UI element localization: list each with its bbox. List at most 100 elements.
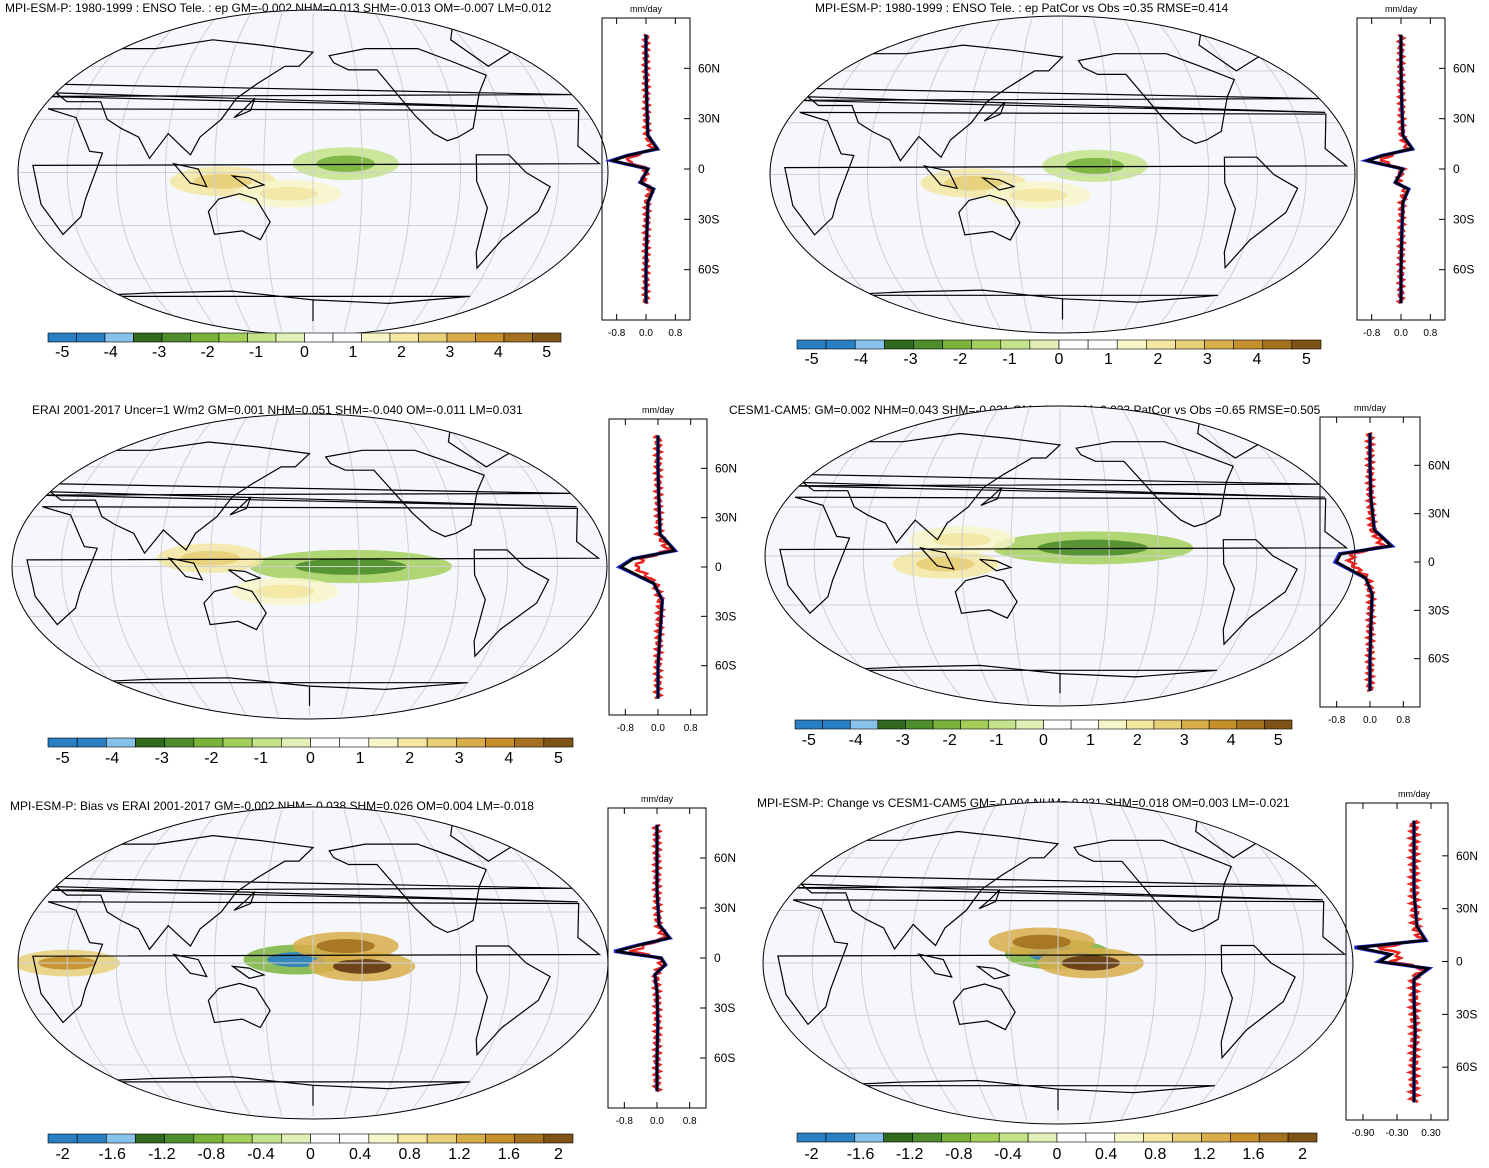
colorbar-label: 0.4 bbox=[1095, 1146, 1117, 1163]
coastline bbox=[952, 983, 1016, 1031]
map-field bbox=[18, 809, 608, 1117]
colorbar-box bbox=[877, 719, 906, 730]
colorbar-box bbox=[1043, 719, 1072, 730]
lat-label: 30N bbox=[1428, 507, 1450, 521]
colorbar-box bbox=[960, 719, 989, 730]
coastline bbox=[328, 48, 487, 142]
coastline bbox=[475, 154, 551, 270]
colorbar-box bbox=[1262, 339, 1293, 350]
colorbar-box bbox=[446, 332, 476, 343]
zonal-line-red bbox=[634, 434, 673, 700]
colorbar-box bbox=[1116, 339, 1147, 350]
colorbar-label: -2 bbox=[953, 351, 967, 368]
coastline bbox=[475, 945, 551, 1057]
coastline bbox=[207, 982, 271, 1029]
map-border bbox=[11, 413, 608, 720]
zonal-unit-label: mm/day bbox=[641, 794, 674, 804]
colorbar-label: -2 bbox=[943, 732, 957, 749]
colorbar-box bbox=[76, 737, 107, 748]
lat-label: 60N bbox=[1453, 61, 1475, 75]
colorbar-box bbox=[247, 332, 277, 343]
colorbar-box bbox=[1098, 719, 1127, 730]
colorbar-box bbox=[361, 332, 391, 343]
colorbar-box bbox=[133, 332, 163, 343]
coastline bbox=[828, 289, 1219, 320]
colorbar-label: -1 bbox=[1002, 351, 1016, 368]
lat-label: 60S bbox=[1456, 1060, 1477, 1074]
anomaly-core bbox=[316, 155, 375, 172]
zonal-tick-label: 0.0 bbox=[639, 328, 653, 339]
coastline bbox=[207, 193, 271, 241]
colorbar-box bbox=[104, 332, 134, 343]
zonal-line-black bbox=[1363, 34, 1415, 304]
colorbar: -2 -1.6 -1.2 -0.8 -0.4 0 0.4 0.8 1.2 1.6 2 bbox=[47, 1133, 574, 1163]
colorbar-box bbox=[1126, 719, 1155, 730]
coastline bbox=[233, 97, 256, 119]
colorbar-label: 0 bbox=[306, 750, 315, 767]
anomaly-core bbox=[916, 556, 975, 572]
colorbar-box bbox=[514, 737, 545, 748]
coastline bbox=[473, 549, 550, 658]
lat-label: 30S bbox=[1456, 1007, 1477, 1021]
colorbar-box bbox=[1208, 719, 1238, 730]
colorbar-box bbox=[825, 339, 856, 350]
zonal-mean-plot: mm/day -0.8 0.0 0.8 60N 30N 0 30S 60S bbox=[601, 4, 720, 339]
colorbar-label: -2 bbox=[204, 750, 218, 767]
colorbar-box bbox=[932, 719, 961, 730]
colorbar-box bbox=[532, 332, 562, 343]
colorbar: -5 -4 -3 -2 -1 0 1 2 3 4 5 bbox=[794, 719, 1293, 749]
colorbar-box bbox=[368, 1133, 399, 1144]
colorbar-box bbox=[47, 737, 78, 748]
panel-title: MPI-ESM-P: 1980-1999 : ENSO Tele. : ep P… bbox=[815, 1, 1229, 15]
zonal-mean-plot: mm/day -0.8 0.0 0.8 60N 30N 0 30S 60S bbox=[1356, 4, 1475, 339]
coastline bbox=[203, 585, 267, 631]
colorbar-box bbox=[332, 332, 362, 343]
anomaly-core bbox=[255, 584, 315, 599]
coastline bbox=[919, 546, 955, 570]
colorbar-label: -0.4 bbox=[247, 1146, 275, 1163]
zonal-tick-label: -0.8 bbox=[616, 1116, 634, 1127]
colorbar-box bbox=[822, 719, 851, 730]
colorbar-box bbox=[218, 332, 248, 343]
colorbar-label: 1.6 bbox=[498, 1146, 520, 1163]
zonal-line-blue bbox=[604, 34, 661, 304]
panel-3: ERAI 2001-2017 Uncer=1 W/m2 GM=0.001 NHM… bbox=[0, 389, 745, 778]
colorbar-box bbox=[884, 339, 914, 350]
colorbar-box bbox=[193, 737, 224, 748]
colorbar-box bbox=[796, 1132, 827, 1143]
colorbar-box bbox=[47, 332, 77, 343]
colorbar-label: -1.6 bbox=[847, 1146, 875, 1163]
lat-label: 60N bbox=[715, 461, 737, 475]
anomaly-core bbox=[193, 173, 253, 189]
coastline bbox=[983, 101, 1006, 122]
colorbar-label: -1 bbox=[254, 750, 268, 767]
map-field bbox=[763, 804, 1353, 1122]
zonal-frame bbox=[1345, 802, 1449, 1121]
zonal-tick-label: 0.0 bbox=[1363, 715, 1377, 726]
colorbar-label: 5 bbox=[542, 344, 551, 361]
colorbar-label: -1.2 bbox=[148, 1146, 176, 1163]
colorbar-label: 1.2 bbox=[1193, 1146, 1215, 1163]
colorbar-label: 0 bbox=[306, 1146, 315, 1163]
zonal-tick-label: -0.8 bbox=[1328, 715, 1346, 726]
colorbar-label: 2 bbox=[397, 344, 406, 361]
colorbar-label: -1.2 bbox=[896, 1146, 924, 1163]
colorbar-box bbox=[514, 1133, 545, 1144]
colorbar-label: 5 bbox=[1302, 351, 1311, 368]
colorbar-label: -5 bbox=[802, 732, 816, 749]
anomaly-core bbox=[1066, 157, 1124, 174]
coastline bbox=[26, 506, 601, 626]
lat-label: 60S bbox=[715, 659, 736, 673]
coastline bbox=[1075, 441, 1235, 528]
colorbar-label: -2 bbox=[200, 344, 214, 361]
colorbar-box bbox=[281, 1133, 311, 1144]
anomaly-core bbox=[1012, 934, 1071, 950]
colorbar-box bbox=[1230, 1132, 1260, 1143]
robinson-map: mm/day -0.8 0.0 0.8 60N 30N 0 30S 60S -5 -4 -3 -2 -1 0… bbox=[769, 4, 1475, 368]
map-field bbox=[18, 12, 608, 333]
colorbar-label: 3 bbox=[445, 344, 454, 361]
lat-label: 30S bbox=[1453, 212, 1474, 226]
colorbar-box bbox=[883, 1132, 913, 1143]
